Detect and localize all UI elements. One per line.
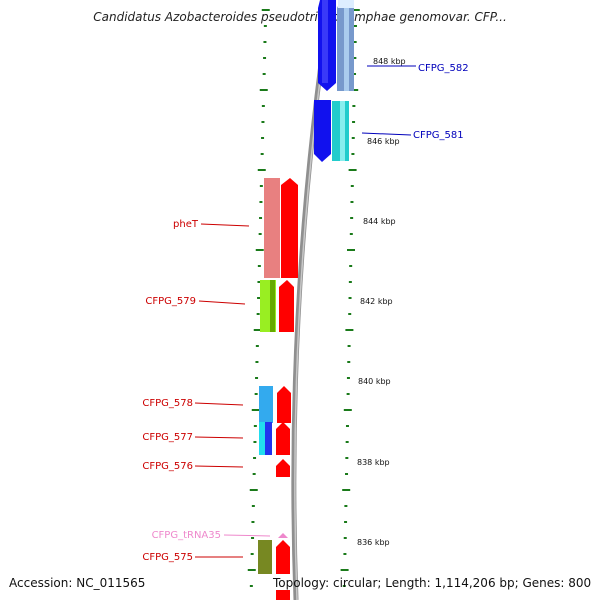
leader-cfpg-trna35 [223,534,271,537]
trna-marker-cfpg-trna35[interactable] [278,533,288,538]
gene-label-cfpg-576[interactable]: CFPG_576 [142,461,193,472]
gene-label-cfpg-578[interactable]: CFPG_578 [142,398,193,409]
leader-lines [194,65,416,558]
gene-block-cfpg-575-tail[interactable] [276,590,290,600]
leader-cfpg-579 [198,300,246,305]
gene-block-cfpg-582-top [338,0,354,8]
right-gene-features [314,0,354,162]
gene-arrow-cfpg-581[interactable] [314,100,331,162]
scale-label-836: 836 kbp [357,538,390,547]
scale-label-848: 848 kbp [373,57,406,66]
left-gene-features [258,178,298,600]
leader-cfpg-576 [194,465,244,468]
left-tick-column [247,9,270,587]
scale-label-842: 842 kbp [360,297,393,306]
gene-arrow-cfpg-579[interactable] [279,280,294,332]
leader-phet [200,223,250,227]
accession-text: Accession: NC_011565 [9,576,146,590]
gene-arrow-cfpg-575[interactable] [276,540,290,574]
gene-block-phet[interactable] [264,178,280,278]
gene-label-cfpg-582[interactable]: CFPG_582 [418,63,469,74]
scale-labels: 848 kbp 846 kbp 844 kbp 842 kbp 840 kbp … [357,57,406,547]
gene-label-cfpg-579[interactable]: CFPG_579 [145,296,196,307]
gene-label-cfpg-575[interactable]: CFPG_575 [142,552,193,563]
gene-arrow-cfpg-577[interactable] [276,422,290,455]
gene-block-cfpg-578[interactable] [259,386,273,423]
gene-block-cfpg-579-dark[interactable] [270,280,275,332]
gene-highlight-cfpg-582 [322,0,328,83]
scale-label-844: 844 kbp [363,217,396,226]
gene-block-cfpg-581-light [340,101,345,161]
gene-block-cfpg-577[interactable] [259,422,267,455]
gene-arrow-cfpg-576[interactable] [276,459,290,477]
scale-label-838: 838 kbp [357,458,390,467]
scale-label-846: 846 kbp [367,137,400,146]
gene-label-cfpg-577[interactable]: CFPG_577 [142,432,193,443]
right-tick-column [340,9,360,587]
backbone-arc [291,0,333,600]
leader-cfpg-578 [194,402,244,406]
gene-label-cfpg-581[interactable]: CFPG_581 [413,130,464,141]
gene-arrow-cfpg-578[interactable] [277,386,291,423]
backbone-highlight [294,0,332,600]
gene-labels: CFPG_582 CFPG_581 pheT CFPG_579 CFPG_578… [142,63,468,563]
gene-arrow-phet[interactable] [281,178,298,278]
leader-cfpg-577 [194,436,244,439]
gene-label-cfpg-trna35[interactable]: CFPG_tRNA35 [152,530,221,541]
topology-summary: Topology: circular; Length: 1,114,206 bp… [273,576,592,590]
map-title: Candidatus Azobacteroides pseudotrichony… [93,10,507,24]
leader-cfpg-581 [361,132,412,136]
gene-label-phet[interactable]: pheT [173,219,199,230]
scale-label-840: 840 kbp [358,377,391,386]
gene-block-cfpg-582-light [344,0,349,91]
gene-block-cfpg-577b[interactable] [265,422,272,455]
gene-block-cfpg-575[interactable] [258,540,272,574]
